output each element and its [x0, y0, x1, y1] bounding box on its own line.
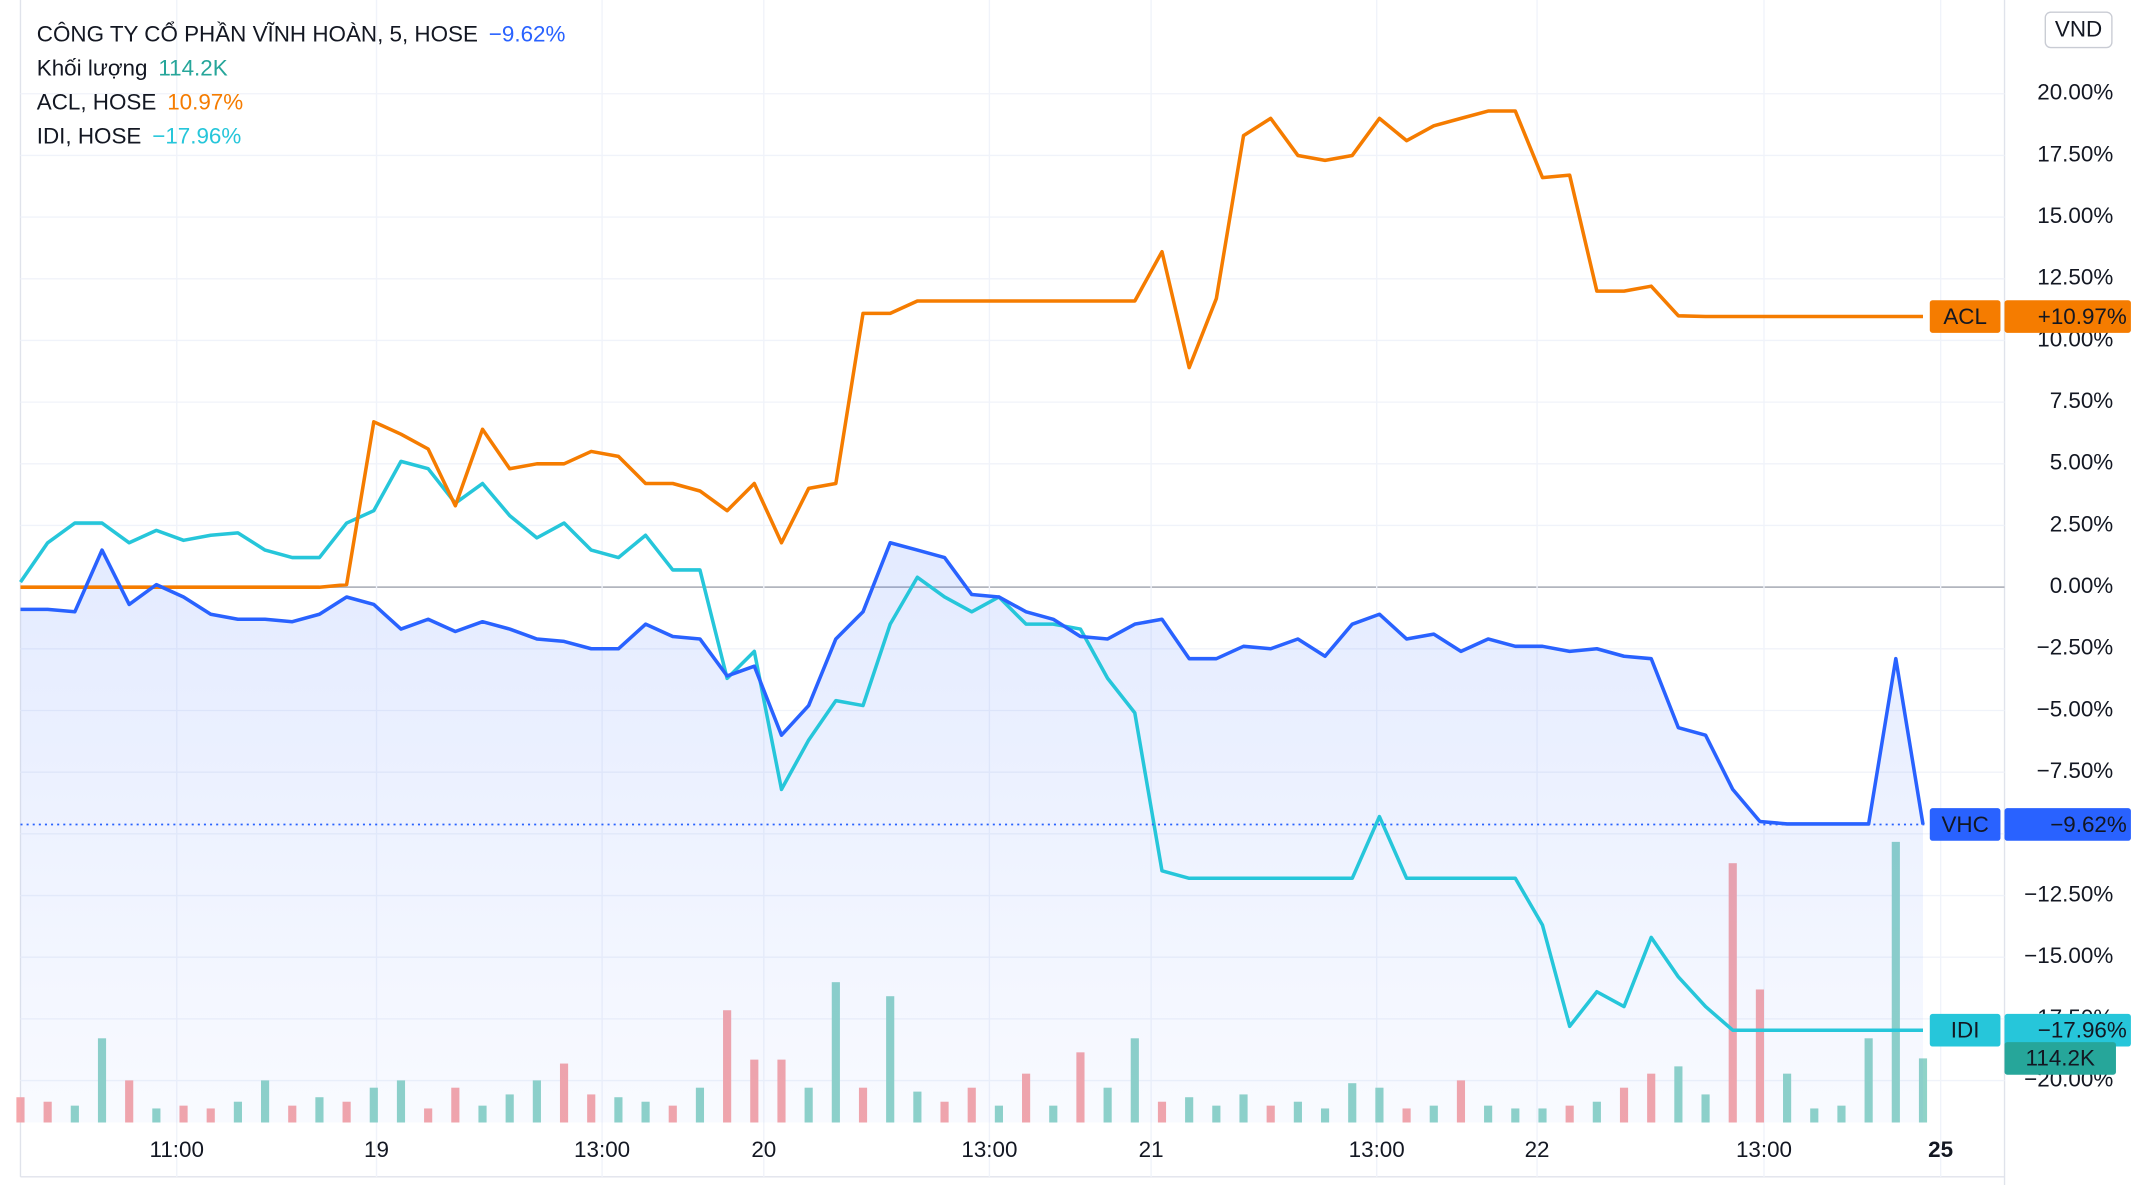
currency-box[interactable] — [2044, 11, 2113, 49]
y-tick-label: 7.50% — [2050, 388, 2114, 413]
legend-value: 114.2K — [158, 55, 227, 80]
x-tick-label: 20 — [751, 1137, 776, 1162]
tag-value-box — [2004, 300, 2131, 333]
x-tick-label: 22 — [1525, 1137, 1550, 1162]
tag-ticker: IDI — [1951, 1018, 1980, 1043]
legend-name: CÔNG TY CỔ PHẦN VĨNH HOÀN, 5, HOSE — [37, 21, 478, 46]
legend-value: −17.96% — [152, 123, 241, 148]
lines — [19, 109, 1928, 1123]
tag-box — [1929, 1013, 2001, 1047]
legend-name: Khối lượng — [37, 55, 148, 80]
tag-value: +10.97% — [2038, 304, 2127, 329]
legend-value: −9.62% — [489, 21, 566, 46]
x-tick-label: 21 — [1139, 1137, 1164, 1162]
legend-name: IDI, HOSE — [37, 123, 142, 148]
tag-ticker: ACL — [1943, 304, 1987, 329]
area-fill — [20, 542, 1923, 1123]
currency: VND — [2055, 16, 2102, 41]
y-tick-label: −2.50% — [2037, 635, 2114, 660]
y-tick-label: 17.50% — [2037, 141, 2113, 166]
legend-entry: CÔNG TY CỔ PHẦN VĨNH HOÀN, 5, HOSE −9.62% — [37, 21, 566, 46]
y-tick-label: −5.00% — [2037, 696, 2114, 721]
tag-value: −17.96% — [2038, 1018, 2127, 1043]
tag-value: −9.62% — [2050, 812, 2127, 837]
tag-box — [1929, 300, 2001, 333]
series-line — [19, 459, 1923, 1032]
x-tick-label: 13:00 — [574, 1137, 630, 1162]
y-tick-label: −7.50% — [2037, 758, 2114, 783]
y-tick-label: 2.50% — [2050, 511, 2114, 536]
tag-value-box — [2004, 1013, 2131, 1047]
volume-tag-value: 114.2K — [2026, 1046, 2095, 1071]
x-tick-label: 19 — [364, 1137, 389, 1162]
volume-bar — [16, 1097, 25, 1123]
y-tick-label: 5.00% — [2050, 450, 2114, 475]
legend: CÔNG TY CỔ PHẦN VĨNH HOÀN, 5, HOSE −9.62%… — [37, 21, 566, 148]
y-tick-label: 0.00% — [2050, 573, 2114, 598]
y-tick-label: −12.50% — [2024, 881, 2113, 906]
legend-entry: ACL, HOSE 10.97% — [37, 89, 243, 114]
y-tick-label: −15.00% — [2024, 943, 2113, 968]
x-tick-label: 25 — [1928, 1137, 1953, 1162]
x-tick-label: 13:00 — [1349, 1137, 1405, 1162]
legend-name: ACL, HOSE — [37, 89, 157, 114]
tag-box — [1929, 808, 2001, 841]
price-tags: VHC −9.62% ACL +10.97% IDI −17.96% 114.2K — [1929, 300, 2131, 1075]
y-tick-label: 15.00% — [2037, 203, 2113, 228]
tag-value-box — [2004, 808, 2131, 841]
y-tick-label: 20.00% — [2037, 80, 2113, 105]
x-tick-label: 11:00 — [150, 1137, 204, 1162]
legend-value: 10.97% — [167, 89, 243, 114]
legend-entry: IDI, HOSE −17.96% — [37, 123, 242, 148]
series-line — [20, 109, 1923, 589]
series-line — [20, 540, 1925, 826]
legend-entry: Khối lượng 114.2K — [37, 55, 228, 80]
tag-ticker: VHC — [1941, 812, 1988, 837]
x-tick-label: 13:00 — [961, 1137, 1017, 1162]
x-tick-label: 13:00 — [1736, 1137, 1792, 1162]
volume-tag-box — [2004, 1042, 2116, 1075]
y-tick-label: 12.50% — [2037, 265, 2113, 290]
